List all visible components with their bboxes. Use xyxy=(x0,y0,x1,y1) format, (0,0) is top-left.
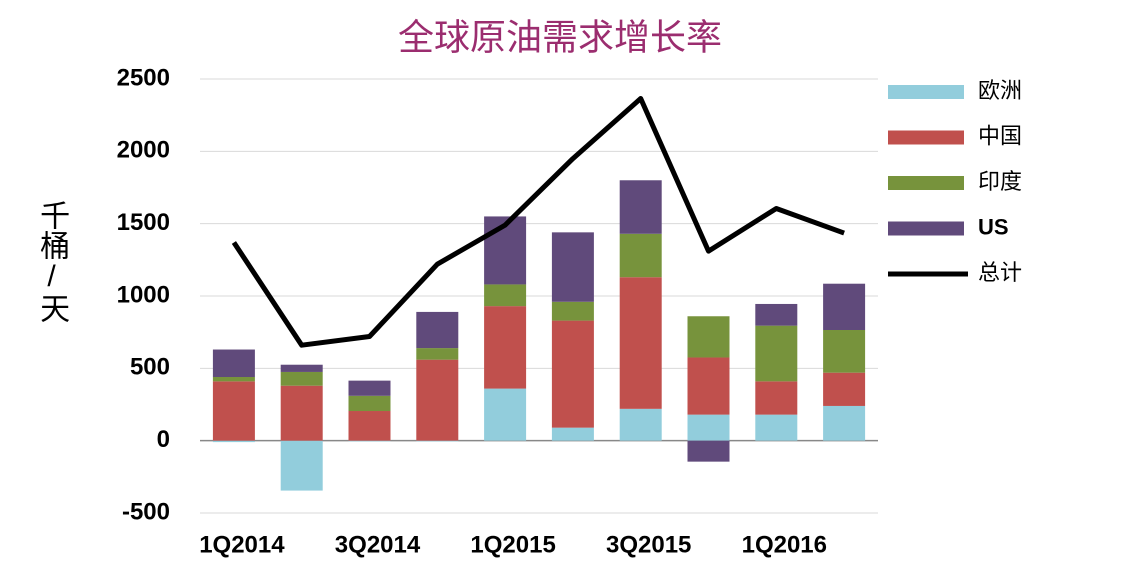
bar-segment xyxy=(755,381,798,415)
bar-segment xyxy=(551,320,594,428)
bar-segment xyxy=(280,440,323,491)
bar-segment xyxy=(823,329,866,373)
y-tick-label: 1000 xyxy=(117,281,170,308)
bar-segment xyxy=(823,372,866,406)
bar-segment xyxy=(551,232,594,302)
bar-segment xyxy=(484,306,527,389)
bar-segment xyxy=(416,311,459,349)
bar-segment xyxy=(755,303,798,326)
y-tick-label: 500 xyxy=(130,354,170,381)
bar-segment xyxy=(416,359,459,441)
y-tick-label: 1500 xyxy=(117,209,170,236)
x-tick-label: 1Q2014 xyxy=(199,531,285,558)
bar-segment xyxy=(619,408,662,441)
legend-label: 总计 xyxy=(978,260,1022,285)
bar-segment xyxy=(619,277,662,409)
legend-label: 中国 xyxy=(978,123,1022,148)
bar-segment xyxy=(212,381,255,441)
bar-segment xyxy=(619,233,662,278)
bar-segment xyxy=(687,316,730,358)
bar-segment xyxy=(212,349,255,378)
bar-segment xyxy=(212,377,255,382)
bar-segment xyxy=(348,411,391,441)
legend-swatch xyxy=(888,85,964,99)
bar-segment xyxy=(687,440,730,462)
legend-swatch xyxy=(888,130,964,145)
bar-segment xyxy=(755,325,798,382)
legend-label: 印度 xyxy=(978,169,1022,194)
x-tick-label: 1Q2016 xyxy=(742,531,827,558)
y-tick-label: 2500 xyxy=(117,64,170,91)
legend-label: 欧洲 xyxy=(978,78,1022,103)
bar-segment xyxy=(212,440,255,443)
bar-segment xyxy=(755,414,798,441)
total-line xyxy=(231,96,845,348)
y-tick-label: 0 xyxy=(157,426,170,453)
bar-segment xyxy=(484,284,527,307)
x-tick-label: 1Q2015 xyxy=(470,531,555,558)
bar-segment xyxy=(348,380,391,396)
chart-title: 全球原油需求增长率 xyxy=(398,17,722,58)
bar-segment xyxy=(484,388,527,441)
bar-segment xyxy=(551,427,594,441)
bar-segment xyxy=(687,414,730,441)
legend-swatch xyxy=(888,176,964,190)
legend-swatch xyxy=(888,221,964,236)
y-axis-label: 千桶/天 xyxy=(35,200,70,323)
bar-segment xyxy=(280,385,323,441)
bar-segment xyxy=(823,405,866,441)
bar-segment xyxy=(348,395,391,412)
bar-segment xyxy=(416,348,459,360)
bar-segment xyxy=(551,301,594,321)
y-tick-label: -500 xyxy=(122,498,170,525)
bar-segment xyxy=(416,440,459,442)
bar-segment xyxy=(280,371,323,386)
bar-segment xyxy=(348,440,391,442)
bar-segment xyxy=(687,357,730,415)
x-tick-label: 3Q2015 xyxy=(606,531,691,558)
bar-segment xyxy=(823,283,866,330)
bar-segment xyxy=(619,180,662,234)
y-tick-label: 2000 xyxy=(117,137,170,164)
bar-segment xyxy=(280,364,323,372)
legend-label: US xyxy=(978,214,1009,239)
x-tick-label: 3Q2014 xyxy=(335,531,421,558)
